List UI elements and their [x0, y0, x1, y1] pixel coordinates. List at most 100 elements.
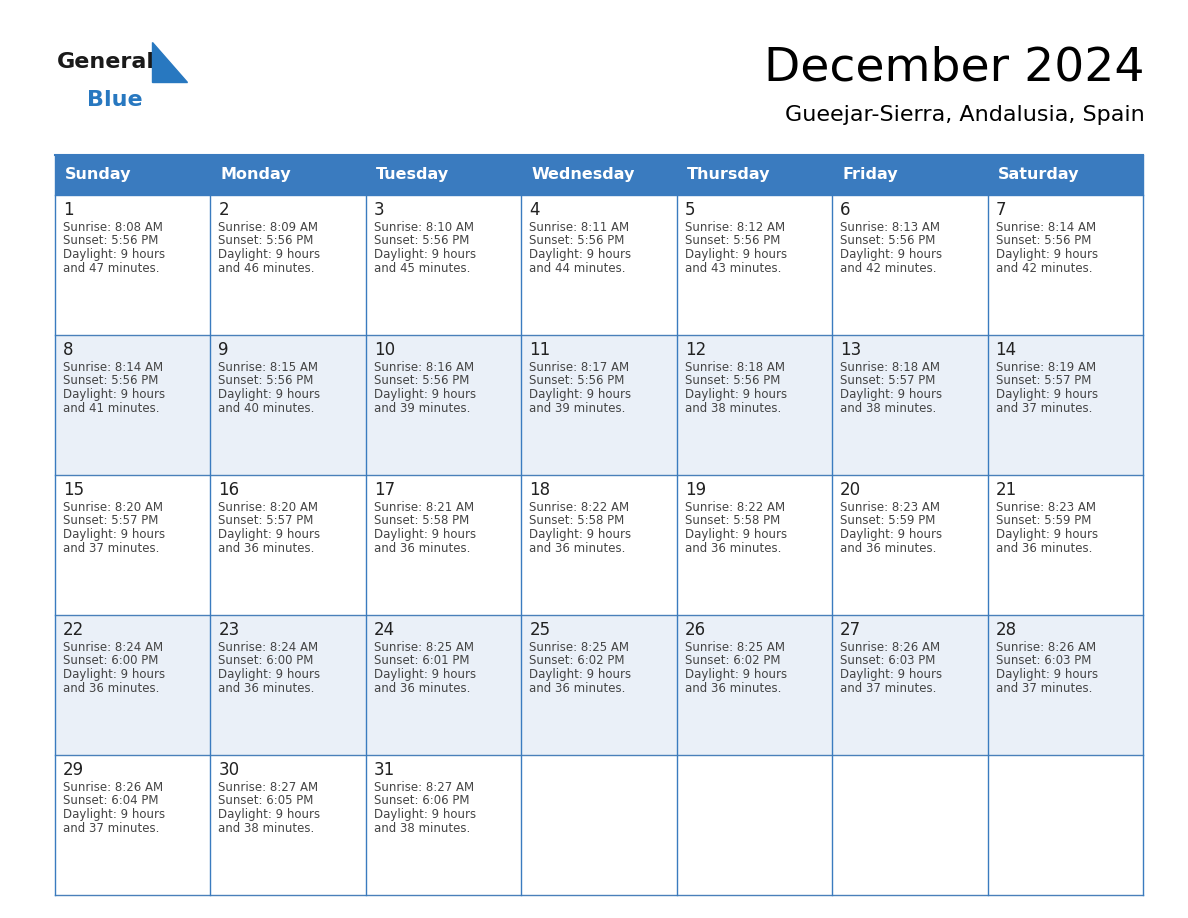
- Text: Monday: Monday: [221, 167, 291, 183]
- Text: Daylight: 9 hours: Daylight: 9 hours: [374, 388, 476, 401]
- Text: General: General: [57, 52, 154, 72]
- Text: Daylight: 9 hours: Daylight: 9 hours: [219, 388, 321, 401]
- Text: and 47 minutes.: and 47 minutes.: [63, 262, 159, 274]
- Text: 16: 16: [219, 481, 240, 499]
- Text: Sunset: 5:56 PM: Sunset: 5:56 PM: [840, 234, 935, 248]
- Text: Sunrise: 8:22 AM: Sunrise: 8:22 AM: [530, 501, 630, 514]
- Text: Sunset: 6:02 PM: Sunset: 6:02 PM: [684, 655, 781, 667]
- Text: and 36 minutes.: and 36 minutes.: [374, 681, 470, 695]
- Text: 26: 26: [684, 621, 706, 639]
- Text: and 36 minutes.: and 36 minutes.: [684, 681, 781, 695]
- Text: and 44 minutes.: and 44 minutes.: [530, 262, 626, 274]
- Text: Sunrise: 8:22 AM: Sunrise: 8:22 AM: [684, 501, 785, 514]
- Text: and 36 minutes.: and 36 minutes.: [996, 542, 1092, 554]
- Text: Sunrise: 8:10 AM: Sunrise: 8:10 AM: [374, 221, 474, 234]
- Bar: [366, 155, 522, 195]
- Text: and 37 minutes.: and 37 minutes.: [840, 681, 936, 695]
- Text: Blue: Blue: [87, 90, 143, 110]
- Text: and 42 minutes.: and 42 minutes.: [996, 262, 1092, 274]
- Text: Daylight: 9 hours: Daylight: 9 hours: [219, 528, 321, 541]
- Text: Sunset: 5:56 PM: Sunset: 5:56 PM: [63, 375, 158, 387]
- Text: and 36 minutes.: and 36 minutes.: [219, 681, 315, 695]
- Text: Sunset: 5:56 PM: Sunset: 5:56 PM: [374, 375, 469, 387]
- Text: Sunrise: 8:24 AM: Sunrise: 8:24 AM: [219, 641, 318, 654]
- Text: Sunrise: 8:18 AM: Sunrise: 8:18 AM: [684, 361, 785, 374]
- Text: 10: 10: [374, 341, 394, 359]
- Text: 1: 1: [63, 201, 74, 219]
- Text: 25: 25: [530, 621, 550, 639]
- Text: Daylight: 9 hours: Daylight: 9 hours: [530, 668, 631, 681]
- Text: Daylight: 9 hours: Daylight: 9 hours: [996, 248, 1098, 261]
- Text: Sunrise: 8:26 AM: Sunrise: 8:26 AM: [840, 641, 940, 654]
- Text: and 39 minutes.: and 39 minutes.: [530, 401, 626, 415]
- Text: Daylight: 9 hours: Daylight: 9 hours: [63, 668, 165, 681]
- Text: Sunset: 6:03 PM: Sunset: 6:03 PM: [840, 655, 935, 667]
- Text: Sunrise: 8:11 AM: Sunrise: 8:11 AM: [530, 221, 630, 234]
- Text: Sunset: 5:56 PM: Sunset: 5:56 PM: [219, 234, 314, 248]
- Text: and 38 minutes.: and 38 minutes.: [219, 822, 315, 834]
- Text: Sunset: 6:00 PM: Sunset: 6:00 PM: [63, 655, 158, 667]
- Text: Daylight: 9 hours: Daylight: 9 hours: [63, 528, 165, 541]
- Text: Sunrise: 8:15 AM: Sunrise: 8:15 AM: [219, 361, 318, 374]
- Text: Sunset: 5:56 PM: Sunset: 5:56 PM: [374, 234, 469, 248]
- Text: and 37 minutes.: and 37 minutes.: [63, 542, 159, 554]
- Text: Sunrise: 8:26 AM: Sunrise: 8:26 AM: [996, 641, 1095, 654]
- Text: Friday: Friday: [842, 167, 898, 183]
- Text: Sunset: 5:56 PM: Sunset: 5:56 PM: [530, 375, 625, 387]
- Text: and 38 minutes.: and 38 minutes.: [684, 401, 781, 415]
- Text: 11: 11: [530, 341, 550, 359]
- Text: Sunset: 5:58 PM: Sunset: 5:58 PM: [374, 514, 469, 528]
- Text: and 42 minutes.: and 42 minutes.: [840, 262, 936, 274]
- Bar: [677, 155, 832, 195]
- Text: Sunset: 5:56 PM: Sunset: 5:56 PM: [530, 234, 625, 248]
- Text: Sunrise: 8:21 AM: Sunrise: 8:21 AM: [374, 501, 474, 514]
- Text: Sunset: 6:06 PM: Sunset: 6:06 PM: [374, 794, 469, 808]
- Text: and 36 minutes.: and 36 minutes.: [219, 542, 315, 554]
- Text: 13: 13: [840, 341, 861, 359]
- Text: Sunrise: 8:14 AM: Sunrise: 8:14 AM: [63, 361, 163, 374]
- Text: Sunrise: 8:27 AM: Sunrise: 8:27 AM: [374, 781, 474, 794]
- Text: 19: 19: [684, 481, 706, 499]
- Text: Sunset: 6:04 PM: Sunset: 6:04 PM: [63, 794, 158, 808]
- Text: Sunrise: 8:14 AM: Sunrise: 8:14 AM: [996, 221, 1095, 234]
- Text: 4: 4: [530, 201, 539, 219]
- Text: and 43 minutes.: and 43 minutes.: [684, 262, 781, 274]
- Text: 22: 22: [63, 621, 84, 639]
- Text: Sunrise: 8:09 AM: Sunrise: 8:09 AM: [219, 221, 318, 234]
- Text: Sunrise: 8:25 AM: Sunrise: 8:25 AM: [530, 641, 630, 654]
- Text: and 36 minutes.: and 36 minutes.: [684, 542, 781, 554]
- Text: Sunrise: 8:12 AM: Sunrise: 8:12 AM: [684, 221, 785, 234]
- Text: Sunday: Sunday: [65, 167, 132, 183]
- Bar: [55, 195, 1143, 335]
- Text: Sunrise: 8:19 AM: Sunrise: 8:19 AM: [996, 361, 1095, 374]
- Text: and 39 minutes.: and 39 minutes.: [374, 401, 470, 415]
- Bar: [210, 155, 366, 195]
- Text: Daylight: 9 hours: Daylight: 9 hours: [684, 528, 786, 541]
- Text: Sunset: 5:56 PM: Sunset: 5:56 PM: [684, 234, 781, 248]
- Text: Sunset: 6:03 PM: Sunset: 6:03 PM: [996, 655, 1091, 667]
- Text: Wednesday: Wednesday: [531, 167, 634, 183]
- Text: Daylight: 9 hours: Daylight: 9 hours: [374, 248, 476, 261]
- Text: Daylight: 9 hours: Daylight: 9 hours: [996, 528, 1098, 541]
- Text: 14: 14: [996, 341, 1017, 359]
- Text: Sunset: 5:58 PM: Sunset: 5:58 PM: [530, 514, 625, 528]
- Text: December 2024: December 2024: [765, 46, 1145, 91]
- Text: Daylight: 9 hours: Daylight: 9 hours: [219, 668, 321, 681]
- Bar: [55, 155, 210, 195]
- Text: 28: 28: [996, 621, 1017, 639]
- Text: 12: 12: [684, 341, 706, 359]
- Text: and 36 minutes.: and 36 minutes.: [840, 542, 936, 554]
- Text: and 36 minutes.: and 36 minutes.: [374, 542, 470, 554]
- Text: Daylight: 9 hours: Daylight: 9 hours: [684, 248, 786, 261]
- Text: Daylight: 9 hours: Daylight: 9 hours: [684, 388, 786, 401]
- Text: Sunrise: 8:20 AM: Sunrise: 8:20 AM: [63, 501, 163, 514]
- Text: Sunset: 5:57 PM: Sunset: 5:57 PM: [63, 514, 158, 528]
- Text: and 38 minutes.: and 38 minutes.: [840, 401, 936, 415]
- Text: Daylight: 9 hours: Daylight: 9 hours: [374, 528, 476, 541]
- Bar: [55, 475, 1143, 615]
- Text: and 38 minutes.: and 38 minutes.: [374, 822, 470, 834]
- Text: Daylight: 9 hours: Daylight: 9 hours: [840, 668, 942, 681]
- Text: and 36 minutes.: and 36 minutes.: [530, 542, 626, 554]
- Text: Sunrise: 8:18 AM: Sunrise: 8:18 AM: [840, 361, 940, 374]
- Text: and 37 minutes.: and 37 minutes.: [63, 822, 159, 834]
